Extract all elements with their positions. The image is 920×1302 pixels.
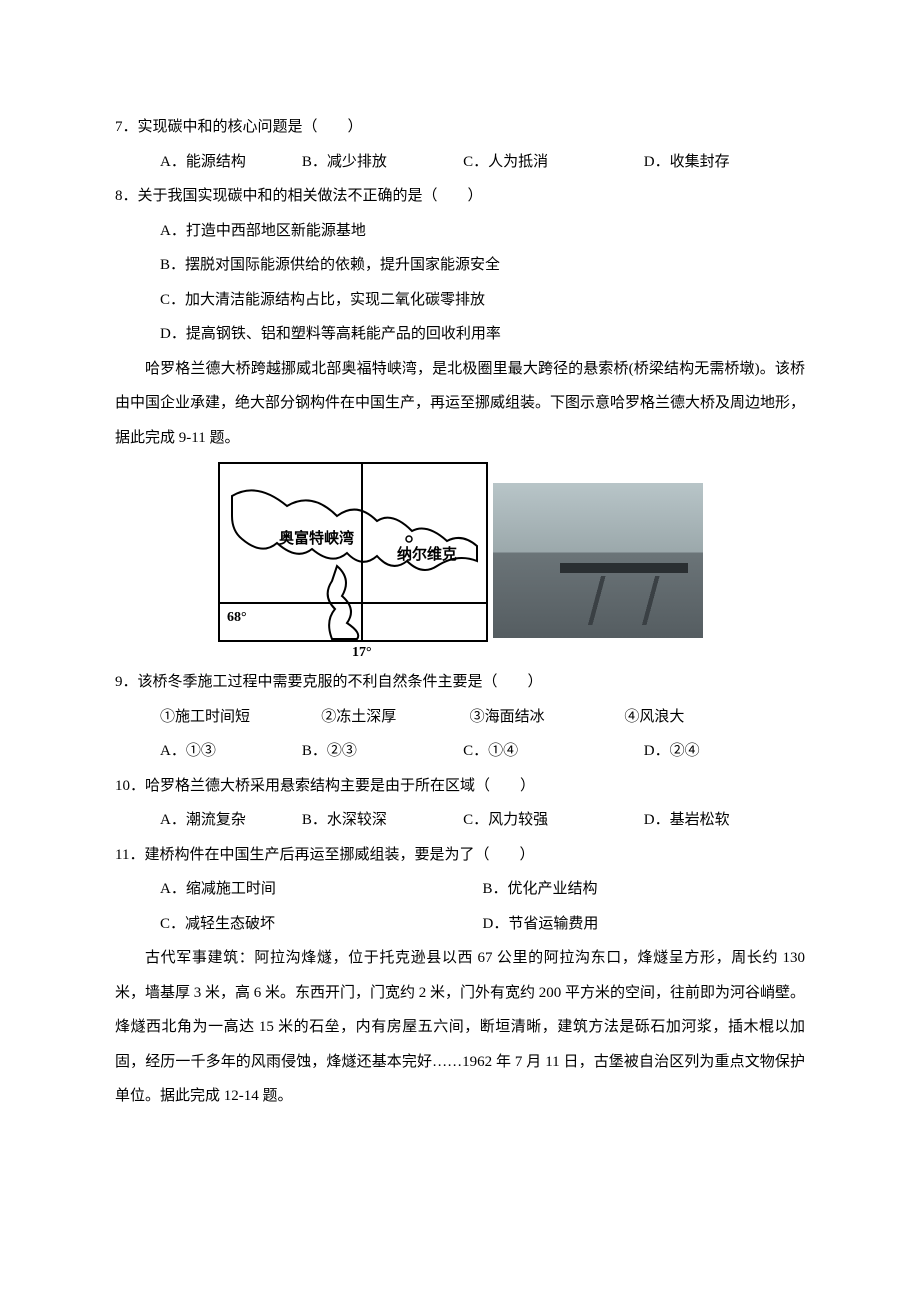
q7-stem: 7．实现碳中和的核心问题是（ ） xyxy=(115,110,805,145)
q8-opt-b: B．摆脱对国际能源供给的依赖，提升国家能源安全 xyxy=(160,248,805,283)
q9-options: A．①③ B．②③ C．①④ D．②④ xyxy=(115,734,805,769)
q7-options: A．能源结构 B．减少排放 C．人为抵消 D．收集封存 xyxy=(115,145,805,180)
q7-opt-c: C．人为抵消 xyxy=(463,145,644,180)
q8-opt-c: C．加大清洁能源结构占比，实现二氧化碳零排放 xyxy=(160,283,805,318)
q7-opt-a: A．能源结构 xyxy=(160,145,302,180)
q11-options: A．缩减施工时间 B．优化产业结构 C．减轻生态破坏 D．节省运输费用 xyxy=(115,872,805,941)
bridge-photo xyxy=(493,483,703,638)
map-label-bay: 奥富特峡湾 xyxy=(279,529,354,547)
q10-stem: 10．哈罗格兰德大桥采用悬索结构主要是由于所在区域（ ） xyxy=(115,769,805,804)
q9-sub-3: ③海面结冰 xyxy=(470,700,625,735)
q10-options: A．潮流复杂 B．水深较深 C．风力较强 D．基岩松软 xyxy=(115,803,805,838)
q10-opt-c: C．风力较强 xyxy=(463,803,644,838)
q11-opt-c: C．减轻生态破坏 xyxy=(160,907,483,942)
q11-opt-d: D．节省运输费用 xyxy=(483,907,806,942)
q9-sub-2: ②冻土深厚 xyxy=(321,700,469,735)
q9-sub-options: ①施工时间短 ②冻土深厚 ③海面结冰 ④风浪大 xyxy=(115,700,805,735)
q10-opt-d: D．基岩松软 xyxy=(644,803,805,838)
q8-options: A．打造中西部地区新能源基地 B．摆脱对国际能源供给的依赖，提升国家能源安全 C… xyxy=(115,214,805,352)
q9-opt-b: B．②③ xyxy=(302,734,463,769)
q10-opt-a: A．潮流复杂 xyxy=(160,803,302,838)
q8-opt-a: A．打造中西部地区新能源基地 xyxy=(160,214,805,249)
map-label-lat: 68° xyxy=(227,610,247,625)
q9-stem: 9．该桥冬季施工过程中需要克服的不利自然条件主要是（ ） xyxy=(115,665,805,700)
q9-opt-d: D．②④ xyxy=(644,734,805,769)
passage-9-11: 哈罗格兰德大桥跨越挪威北部奥福特峡湾，是北极圈里最大跨径的悬索桥(桥梁结构无需桥… xyxy=(115,352,805,456)
q9-opt-a: A．①③ xyxy=(160,734,302,769)
q11-opt-b: B．优化产业结构 xyxy=(483,872,806,907)
q10-opt-b: B．水深较深 xyxy=(302,803,463,838)
q9-opt-c: C．①④ xyxy=(463,734,644,769)
q8-opt-d: D．提高钢铁、铝和塑料等高耗能产品的回收利用率 xyxy=(160,317,805,352)
q8-stem: 8．关于我国实现碳中和的相关做法不正确的是（ ） xyxy=(115,179,805,214)
q9-sub-1: ①施工时间短 xyxy=(160,700,321,735)
q11-stem: 11．建桥构件在中国生产后再运至挪威组装，要是为了（ ） xyxy=(115,838,805,873)
map-svg: 奥富特峡湾 纳尔维克 68° 17° xyxy=(217,461,489,659)
q7-opt-d: D．收集封存 xyxy=(644,145,805,180)
map-label-city: 纳尔维克 xyxy=(397,545,457,563)
map-label-lon: 17° xyxy=(352,645,372,659)
figure-map-photo: 奥富特峡湾 纳尔维克 68° 17° xyxy=(115,461,805,659)
q11-opt-a: A．缩减施工时间 xyxy=(160,872,483,907)
q9-sub-4: ④风浪大 xyxy=(624,700,805,735)
passage-12-14: 古代军事建筑：阿拉沟烽燧，位于托克逊县以西 67 公里的阿拉沟东口，烽燧呈方形，… xyxy=(115,941,805,1114)
q7-opt-b: B．减少排放 xyxy=(302,145,463,180)
